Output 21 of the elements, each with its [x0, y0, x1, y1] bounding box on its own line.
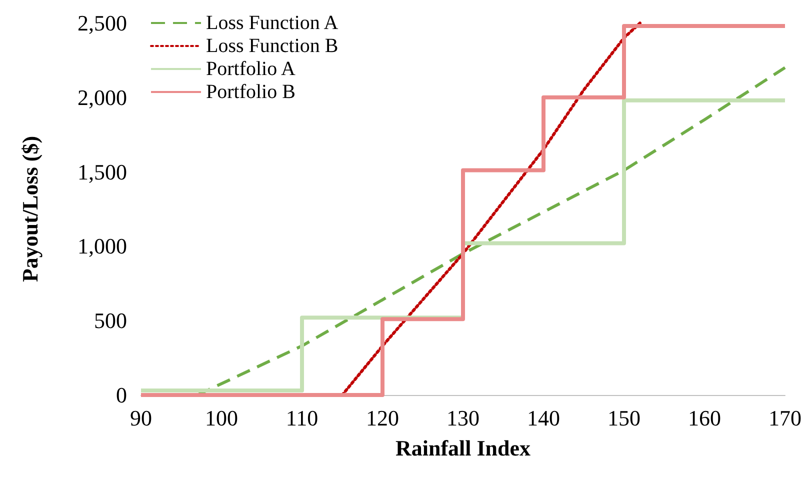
- y-axis-title: Payout/Loss ($): [18, 136, 42, 282]
- y-tick-label: 1,000: [78, 234, 127, 259]
- y-tick-label: 500: [94, 308, 127, 334]
- x-tick-label: 90: [130, 406, 152, 430]
- x-tick-label: 150: [608, 406, 640, 430]
- y-tick-label: 2,500: [78, 10, 127, 36]
- legend-label: Portfolio A: [206, 58, 296, 80]
- x-tick-label: 100: [205, 406, 238, 430]
- y-tick-label: 0: [116, 382, 127, 408]
- x-axis-title: Rainfall Index: [395, 436, 531, 460]
- x-tick-label: 110: [286, 406, 318, 430]
- legend-label: Loss Function B: [206, 35, 338, 57]
- x-tick-label: 170: [768, 406, 802, 430]
- x-tick-label: 160: [688, 406, 721, 430]
- x-tick-label: 130: [446, 406, 480, 430]
- y-tick-label: 2,000: [78, 84, 127, 110]
- legend-label: Portfolio B: [206, 81, 296, 103]
- x-tick-label: 140: [527, 406, 560, 430]
- x-tick-label: 120: [366, 406, 399, 430]
- y-tick-label: 1,500: [78, 159, 127, 184]
- legend-label: Loss Function A: [206, 12, 339, 34]
